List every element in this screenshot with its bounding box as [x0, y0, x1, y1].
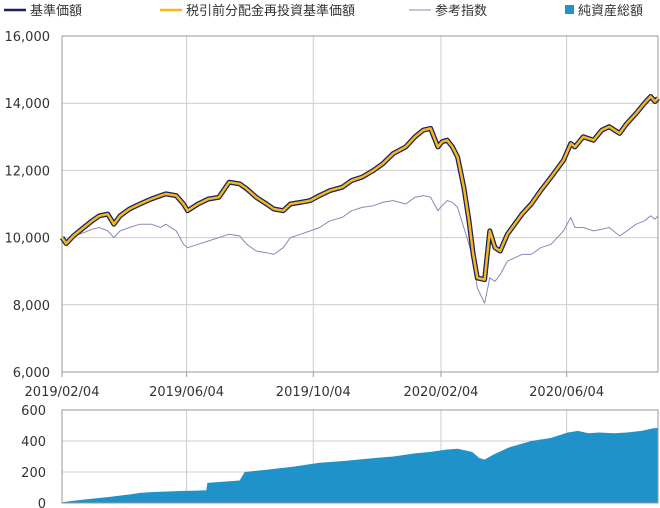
sub-plot-frame [61, 409, 659, 504]
series-net-assets-area [62, 427, 658, 503]
legend-label-2: 税引前分配金再投資基準価額 [186, 3, 355, 19]
sub-y-tick-label: 400 [21, 435, 46, 450]
main-y-tick-label: 16,000 [5, 30, 51, 45]
x-tick-label: 2020/06/04 [529, 385, 604, 400]
sub-y-tick-label: 200 [21, 466, 46, 481]
main-chart-gridlines [62, 35, 658, 373]
main-y-tick-label: 14,000 [5, 97, 51, 112]
series-reference-index-line [61, 195, 659, 304]
sub-y-tick-label: 0 [38, 497, 46, 508]
legend-label-1: 基準価額 [30, 3, 82, 19]
sub-y-axis-ticks: 0 200 400 600 [21, 404, 46, 508]
main-y-tick-label: 10,000 [5, 232, 51, 247]
series-nav-line [59, 94, 660, 283]
main-y-tick-label: 12,000 [5, 164, 51, 179]
sub-series-area [62, 427, 658, 503]
main-plot-frame [61, 35, 659, 373]
x-tick-label: 2020/02/04 [404, 385, 479, 400]
x-tick-label: 2019/06/04 [149, 385, 224, 400]
x-tick-label: 2019/02/04 [25, 385, 100, 400]
legend-swatch-4 [565, 5, 574, 14]
main-y-tick-label: 6,000 [13, 366, 50, 381]
main-y-axis-ticks: 6,000 8,000 10,000 12,000 14,000 16,000 [5, 30, 51, 381]
x-tick-label: 2019/10/04 [276, 385, 351, 400]
sub-y-tick-label: 600 [21, 404, 46, 419]
legend: 基準価額 税引前分配金再投資基準価額 参考指数 純資産総額 [4, 3, 643, 19]
main-series-lines [59, 94, 660, 304]
legend-label-4: 純資産総額 [578, 3, 643, 19]
legend-label-3: 参考指数 [435, 3, 487, 19]
series-reinvested-nav-line [60, 95, 659, 281]
main-y-tick-label: 8,000 [13, 299, 50, 314]
x-axis-ticks: 2019/02/04 2019/06/04 2019/10/04 2020/02/04… [25, 372, 604, 400]
